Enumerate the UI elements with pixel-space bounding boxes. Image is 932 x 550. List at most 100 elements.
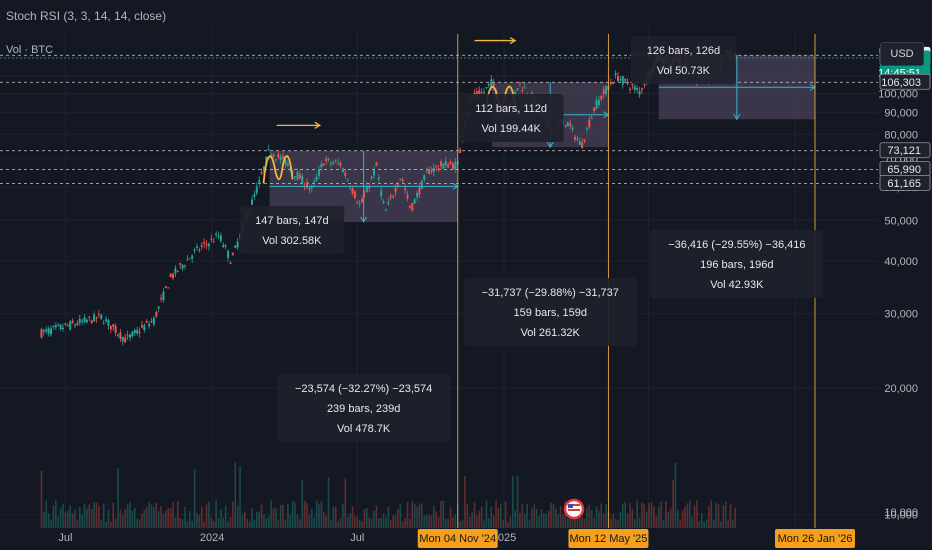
wave-curve[interactable] — [262, 155, 294, 184]
volume-bar — [416, 507, 418, 528]
candle-body — [351, 188, 354, 194]
volume-bar — [217, 517, 220, 528]
candle-body — [272, 155, 275, 157]
volume-bar — [734, 507, 737, 528]
volume-bar — [555, 508, 557, 528]
measurement-callout[interactable]: 126 bars, 126d Vol 50.73K — [631, 36, 736, 84]
price-label-text: 65,990 — [887, 164, 921, 176]
volume-bar — [483, 520, 485, 528]
candle-body — [564, 125, 567, 127]
candle-body — [643, 83, 646, 86]
volume-bar — [98, 505, 100, 528]
volume-bar — [50, 519, 52, 528]
candle-body — [358, 203, 361, 205]
volume-bar — [155, 502, 158, 528]
candle-body — [71, 320, 74, 324]
candle-body — [69, 321, 72, 330]
price-tick-label: 10,000 — [884, 510, 918, 522]
candle-body — [341, 168, 344, 173]
date-marker-tag[interactable] — [417, 529, 498, 548]
volume-bar — [344, 478, 347, 528]
measurement-callout[interactable]: −23,574 (−32.27%) −23,574 239 bars, 239d V… — [277, 374, 451, 442]
volume-bar — [715, 503, 717, 528]
candle-body — [282, 156, 285, 158]
candle-body — [76, 322, 79, 325]
currency-button[interactable]: USD — [880, 42, 924, 66]
volume-bar — [619, 512, 622, 528]
volume-bar — [198, 515, 201, 528]
volume-bar — [578, 507, 581, 528]
candle-body — [571, 127, 574, 130]
volume-bar — [267, 515, 270, 528]
volume-bar — [258, 511, 260, 528]
candle-body — [85, 319, 88, 323]
candle-body — [107, 320, 110, 326]
measurement-callout[interactable]: 147 bars, 147d Vol 302.58K — [239, 206, 345, 254]
volume-bar — [638, 517, 641, 528]
candle-body — [229, 262, 232, 265]
candle-body — [614, 73, 617, 75]
volume-bar — [691, 516, 693, 528]
measurement-callout[interactable]: 112 bars, 112d Vol 199.44K — [458, 94, 564, 142]
candle-body — [73, 324, 76, 326]
volume-bar — [86, 508, 88, 528]
candle-body — [384, 209, 387, 211]
candle-body — [605, 86, 608, 95]
candle-body — [174, 268, 177, 274]
candle-body — [332, 162, 335, 164]
us-flag-event-icon[interactable] — [563, 498, 585, 520]
volume-bar — [124, 509, 127, 528]
price-label-tag[interactable] — [879, 73, 931, 90]
candle-body — [628, 88, 631, 90]
volume-pane-label[interactable]: Vol · BTC — [6, 44, 54, 56]
volume-bar — [660, 501, 662, 528]
candle-body — [573, 136, 576, 140]
volume-bar — [617, 520, 619, 528]
volume-bar — [389, 520, 392, 528]
volume-bar — [545, 514, 548, 528]
candle-body — [375, 162, 378, 166]
price-label-tag[interactable] — [879, 142, 931, 159]
volume-bar — [418, 503, 421, 528]
price-label-tag[interactable] — [879, 174, 931, 191]
candle-body — [394, 187, 397, 193]
candle-body — [346, 180, 349, 182]
volume-bar — [188, 511, 191, 528]
measurement-callout[interactable]: −31,737 (−29.88%) −31,737 159 bars, 159d V… — [463, 278, 637, 346]
volume-bar — [93, 502, 95, 528]
volume-bar — [74, 509, 76, 528]
volume-bar — [122, 514, 124, 528]
volume-bar — [203, 521, 205, 528]
candle-body — [179, 263, 182, 265]
volume-bar — [492, 515, 495, 528]
volume-bar — [411, 500, 414, 528]
candle-body — [636, 87, 639, 90]
volume-bar — [179, 518, 182, 528]
volume-bar — [583, 518, 586, 528]
candle-body — [97, 313, 100, 315]
candle-body — [143, 325, 146, 331]
volume-bar — [157, 511, 160, 528]
indicator-title[interactable]: Stoch RSI (3, 3, 14, 14, close) — [6, 9, 167, 23]
date-marker-tag[interactable] — [775, 529, 856, 548]
date-marker-tag[interactable] — [568, 529, 649, 548]
candle-body — [428, 169, 431, 175]
measurement-callout[interactable]: −36,416 (−29.55%) −36,416 196 bars, 196d V… — [650, 230, 824, 298]
price-label-text: 106,303 — [881, 77, 921, 89]
price-axis[interactable]: 10,00020,00030,00040,00050,00060,00070,0… — [878, 0, 932, 550]
candle-body — [380, 190, 383, 197]
volume-bar — [624, 502, 627, 528]
volume-bar — [227, 521, 229, 528]
volume-bar — [150, 504, 153, 528]
candle-body — [339, 163, 342, 166]
volume-bar — [464, 475, 466, 528]
volume-bar — [311, 508, 313, 528]
candle-body — [64, 323, 67, 325]
volume-bar — [531, 508, 533, 528]
volume-bar — [667, 512, 670, 528]
volume-bar — [117, 468, 119, 528]
volume-bar — [301, 480, 304, 528]
volume-bar — [368, 517, 371, 528]
